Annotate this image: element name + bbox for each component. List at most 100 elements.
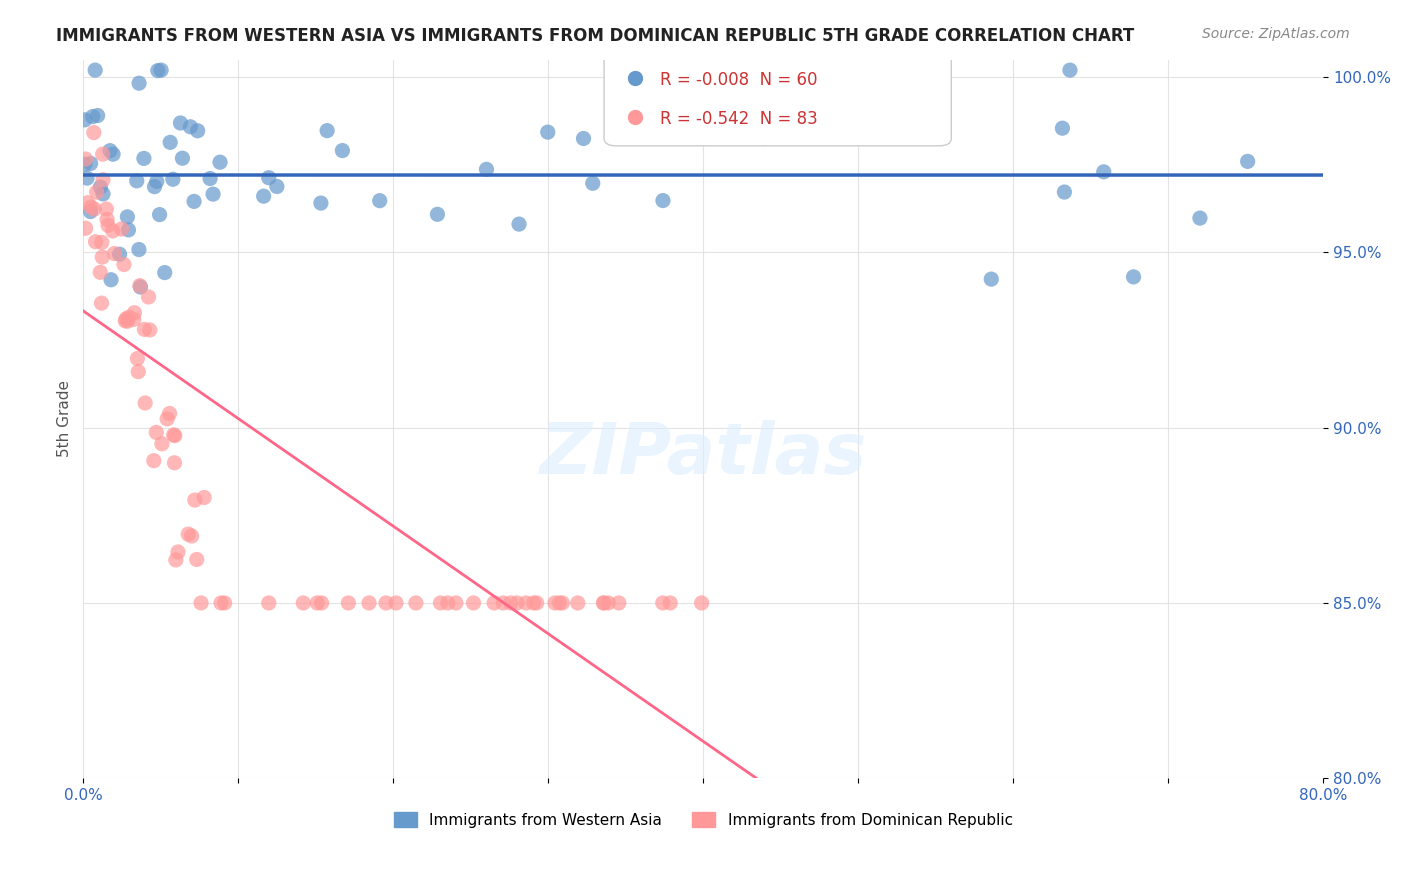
Point: [515, 596, 537, 610]
Point: [307, 596, 329, 610]
Point: [1059, 63, 1081, 78]
Point: [115, 312, 138, 326]
Point: [117, 210, 139, 224]
Point: [752, 131, 775, 145]
Point: [162, 172, 184, 186]
Point: [163, 428, 186, 442]
Point: [214, 596, 236, 610]
Point: [101, 224, 124, 238]
Point: [86, 108, 108, 122]
Point: [690, 596, 713, 610]
Point: [142, 453, 165, 467]
Point: [145, 174, 167, 188]
Point: [544, 596, 567, 610]
Point: [110, 222, 132, 236]
Point: [75, 221, 97, 235]
Point: [183, 194, 205, 209]
Point: [190, 596, 212, 610]
Point: [169, 116, 191, 130]
Point: [582, 176, 605, 190]
Point: [567, 596, 589, 610]
Point: [499, 596, 522, 610]
Point: [90, 235, 112, 250]
Point: [91, 250, 114, 264]
Point: [357, 596, 380, 610]
Point: [1188, 211, 1211, 225]
Point: [187, 124, 209, 138]
Point: [108, 247, 131, 261]
Point: [127, 351, 149, 366]
Point: [138, 290, 160, 304]
Point: [117, 310, 139, 325]
Point: [139, 323, 162, 337]
Point: [90, 296, 112, 310]
Point: [114, 314, 136, 328]
Point: [96, 212, 118, 227]
Point: [186, 552, 208, 566]
Point: [143, 179, 166, 194]
Point: [1052, 121, 1074, 136]
Point: [762, 351, 785, 365]
Point: [91, 147, 114, 161]
Point: [134, 322, 156, 336]
Point: [651, 596, 673, 610]
Point: [405, 596, 427, 610]
Point: [84, 235, 107, 249]
Point: [537, 125, 560, 139]
Point: [592, 596, 614, 610]
Point: [103, 246, 125, 260]
Point: [73, 112, 96, 127]
Point: [112, 258, 135, 272]
Point: [163, 456, 186, 470]
Text: Source: ZipAtlas.com: Source: ZipAtlas.com: [1202, 27, 1350, 41]
Point: [150, 63, 173, 78]
Point: [980, 272, 1002, 286]
Point: [98, 144, 121, 158]
Point: [159, 407, 181, 421]
Point: [83, 126, 105, 140]
Point: [80, 200, 103, 214]
Point: [91, 186, 114, 201]
Point: [309, 196, 332, 211]
Point: [75, 152, 97, 166]
Point: [146, 63, 169, 78]
Point: [311, 596, 333, 610]
Point: [508, 217, 530, 231]
Point: [165, 553, 187, 567]
Point: [127, 365, 149, 379]
Point: [79, 204, 101, 219]
Point: [316, 123, 339, 137]
Point: [257, 170, 280, 185]
Text: R = -0.542  N = 83: R = -0.542 N = 83: [659, 111, 818, 128]
Point: [375, 596, 398, 610]
Point: [184, 493, 207, 508]
Point: [129, 280, 152, 294]
Point: [122, 312, 145, 326]
Point: [659, 596, 682, 610]
Point: [117, 223, 139, 237]
Point: [526, 596, 548, 610]
Legend: Immigrants from Western Asia, Immigrants from Dominican Republic: Immigrants from Western Asia, Immigrants…: [387, 804, 1021, 835]
Point: [83, 202, 105, 216]
Point: [1236, 154, 1258, 169]
Text: R = -0.008  N = 60: R = -0.008 N = 60: [659, 70, 817, 88]
Point: [368, 194, 391, 208]
Point: [153, 266, 176, 280]
Point: [193, 491, 215, 505]
Point: [163, 428, 186, 442]
Point: [101, 147, 124, 161]
Point: [506, 596, 529, 610]
Point: [86, 185, 108, 199]
Point: [572, 131, 595, 145]
Point: [172, 151, 194, 165]
Point: [79, 156, 101, 170]
Point: [73, 157, 96, 171]
Point: [124, 306, 146, 320]
Point: [463, 596, 485, 610]
Point: [117, 314, 139, 328]
Point: [159, 136, 181, 150]
Point: [150, 437, 173, 451]
Point: [593, 596, 616, 610]
Point: [91, 172, 114, 186]
Point: [253, 189, 276, 203]
